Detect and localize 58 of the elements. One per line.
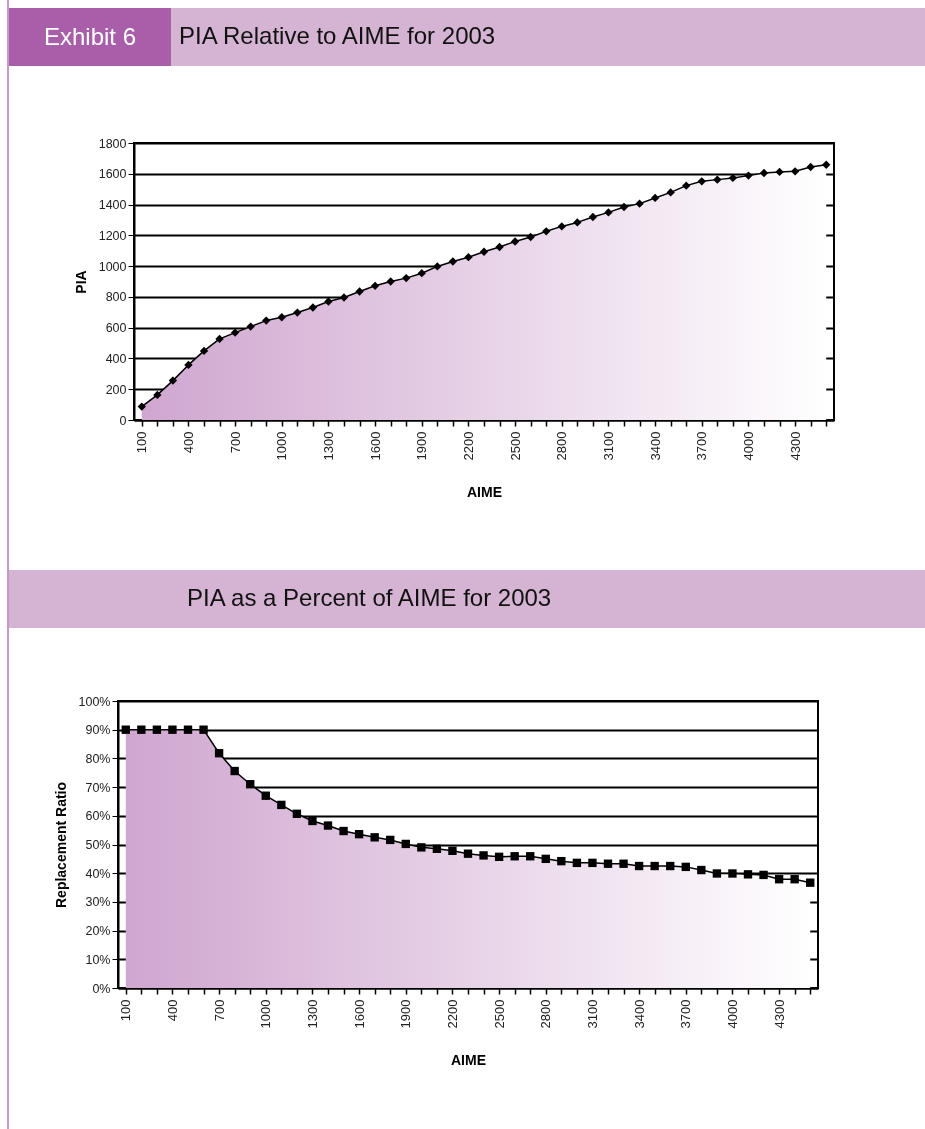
x-tick-label: 1600 xyxy=(367,431,383,461)
x-tick-label: 2200 xyxy=(444,999,460,1029)
x-tick-label: 2200 xyxy=(460,431,476,461)
x-axis-title: AIME xyxy=(451,1052,486,1069)
y-tick-label: 80% xyxy=(85,751,111,766)
x-tick-label: 2800 xyxy=(538,999,554,1029)
x-tick-label: 2500 xyxy=(507,431,523,461)
y-tick-label: 10% xyxy=(85,952,111,967)
x-tick-label: 1000 xyxy=(258,999,274,1029)
y-tick-label: 30% xyxy=(85,895,111,910)
x-tick-label: 700 xyxy=(211,999,227,1022)
y-tick-label: 70% xyxy=(85,780,111,795)
chart-title: PIA as a Percent of AIME for 2003 xyxy=(187,584,552,612)
x-tick-label: 1300 xyxy=(304,999,320,1029)
x-tick-label: 1000 xyxy=(274,431,290,461)
x-tick-label: 3100 xyxy=(584,999,600,1029)
x-tick-label: 2800 xyxy=(554,431,570,461)
y-tick-label: 800 xyxy=(105,290,127,305)
x-tick-label: 100 xyxy=(134,431,150,454)
y-tick-label: 1200 xyxy=(98,228,127,243)
x-tick-label: 4000 xyxy=(724,999,740,1029)
y-tick-label: 200 xyxy=(105,382,127,397)
y-tick-label: 50% xyxy=(85,838,111,852)
y-tick-label: 1000 xyxy=(98,259,127,274)
y-tick-label: 0% xyxy=(92,981,111,996)
y-tick-label: 1600 xyxy=(98,167,127,182)
x-tick-label: 100 xyxy=(118,999,134,1022)
y-tick-label: 1400 xyxy=(98,198,127,213)
x-tick-label: 2500 xyxy=(491,999,507,1029)
y-axis-title: PIA xyxy=(72,270,89,294)
x-tick-label: 400 xyxy=(164,999,180,1022)
x-tick-label: 700 xyxy=(227,431,243,454)
y-tick-label: 600 xyxy=(105,321,127,336)
x-axis-title: AIME xyxy=(467,484,502,501)
y-tick-label: 60% xyxy=(85,809,111,824)
y-tick-label: 0 xyxy=(119,413,127,428)
x-tick-label: 4300 xyxy=(771,999,787,1029)
x-tick-label: 3400 xyxy=(631,999,647,1029)
y-tick-label: 1800 xyxy=(98,136,127,151)
x-tick-label: 3400 xyxy=(647,431,663,461)
y-axis-title: Replacement Ratio xyxy=(52,781,69,909)
x-tick-label: 400 xyxy=(180,431,196,454)
y-tick-label: 90% xyxy=(85,723,111,738)
y-tick-label: 100% xyxy=(78,694,111,709)
y-tick-label: 20% xyxy=(85,924,111,939)
x-tick-label: 3700 xyxy=(694,431,710,461)
x-tick-label: 4000 xyxy=(740,431,756,461)
x-tick-label: 1900 xyxy=(414,431,430,461)
x-tick-label: 1900 xyxy=(398,999,414,1029)
chart-title: PIA Relative to AIME for 2003 xyxy=(179,22,496,50)
text: Exhibit 6 xyxy=(9,8,171,66)
y-tick-label: 400 xyxy=(105,351,127,366)
x-tick-label: 1300 xyxy=(320,431,336,461)
x-tick-label: 3100 xyxy=(600,431,616,461)
x-tick-label: 4300 xyxy=(787,431,803,461)
x-tick-label: 3700 xyxy=(678,999,694,1029)
y-tick-label: 40% xyxy=(85,866,111,881)
x-tick-label: 1600 xyxy=(351,999,367,1029)
